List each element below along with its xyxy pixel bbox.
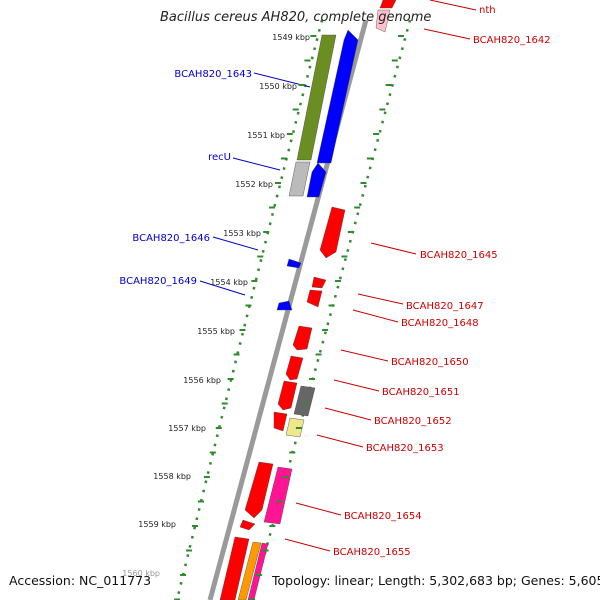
forward-genes	[276, 29, 359, 311]
connector-recU	[232, 157, 281, 171]
gene-blue-1649	[276, 300, 293, 311]
connector-nth	[429, 0, 477, 11]
tick-label: 1554 kbp	[210, 278, 248, 287]
gene-red-1648	[306, 289, 323, 308]
gene-label-recU[interactable]: recU	[208, 152, 231, 163]
gene-pink-top	[375, 9, 391, 33]
connector-bcah820-1645	[370, 242, 417, 255]
connector-bcah820-1648	[352, 309, 399, 323]
connector-bcah820-1647	[357, 293, 404, 305]
gene-grey-1651	[293, 385, 316, 417]
gene-label-bcah820-1653[interactable]: BCAH820_1653	[366, 443, 444, 454]
gene-magenta-1655	[247, 542, 269, 600]
gene-label-bcah820-1648[interactable]: BCAH820_1648	[401, 318, 479, 329]
topology-summary: Topology: linear; Length: 5,302,683 bp; …	[272, 573, 600, 588]
tick-label: 1549 kbp	[272, 33, 310, 42]
tick-label: 1555 kbp	[197, 327, 235, 336]
genome-title: Bacillus cereus AH820, complete genome	[160, 10, 432, 25]
gene-label-bcah820-1645[interactable]: BCAH820_1645	[420, 250, 498, 261]
gene-blue-long	[316, 29, 359, 164]
connector-bcah820-1652	[324, 407, 372, 421]
reverse-connectors	[284, 0, 477, 552]
forward-gene-labels: BCAH820_1643 recU BCAH820_1646 BCAH820_1…	[119, 69, 252, 287]
tick-label: 1556 kbp	[183, 376, 221, 385]
gene-red-1654	[244, 461, 274, 519]
gene-red-1652	[273, 411, 288, 432]
gene-magenta-1654	[263, 466, 293, 525]
gene-label-bcah820-1652[interactable]: BCAH820_1652	[374, 416, 452, 427]
connector-bcah820-1653	[316, 434, 364, 448]
gene-label-bcah820-1650[interactable]: BCAH820_1650	[391, 357, 469, 368]
gene-red-small-1654	[239, 519, 256, 531]
gene-red-1650	[292, 325, 313, 351]
gene-red-top	[379, 0, 397, 9]
tick-label: 1552 kbp	[235, 180, 273, 189]
tick-label: 1558 kbp	[153, 472, 191, 481]
gene-red-1645	[319, 206, 346, 259]
gene-label-bcah820-1646[interactable]: BCAH820_1646	[132, 233, 210, 244]
tick-label: 1550 kbp	[259, 82, 297, 91]
accession-text: Accession: NC_011773	[9, 573, 152, 588]
gene-label-bcah820-1651[interactable]: BCAH820_1651	[382, 387, 460, 398]
gene-olive-long	[296, 34, 337, 161]
connector-bcah820-1649	[199, 280, 246, 296]
gene-label-bcah820-1655[interactable]: BCAH820_1655	[333, 547, 411, 558]
tick-label: 1560 kbp	[122, 569, 160, 578]
connector-bcah820-1654	[295, 502, 342, 516]
tick-label: 1557 kbp	[168, 424, 206, 433]
gene-grey-recU	[288, 161, 311, 197]
gene-label-nth[interactable]: nth	[479, 5, 496, 16]
connector-bcah820-1650	[340, 349, 389, 362]
reverse-genes	[219, 0, 397, 600]
gene-orange-1655	[237, 541, 262, 600]
connector-bcah820-1646	[212, 236, 259, 251]
tick-label: 1551 kbp	[247, 131, 285, 140]
gene-blue-1646	[286, 258, 302, 269]
gene-red-1650b	[285, 355, 304, 381]
gene-label-bcah820-1654[interactable]: BCAH820_1654	[344, 511, 422, 522]
gene-label-bcah820-1642[interactable]: BCAH820_1642	[473, 35, 551, 46]
gene-label-bcah820-1647[interactable]: BCAH820_1647	[406, 301, 484, 312]
gene-blue-recU	[306, 162, 327, 198]
connector-bcah820-1642	[423, 28, 471, 40]
gene-red-1647	[311, 276, 327, 289]
gene-red-1651	[277, 380, 298, 411]
connector-bcah820-1655	[284, 538, 331, 552]
tick-label: 1559 kbp	[138, 520, 176, 529]
reverse-gene-labels: nth BCAH820_1642 BCAH820_1645 BCAH820_16…	[333, 5, 551, 558]
gene-label-bcah820-1649[interactable]: BCAH820_1649	[119, 276, 197, 287]
gene-red-1655	[219, 536, 250, 600]
scale-tick-labels: 1549 kbp 1550 kbp 1551 kbp 1552 kbp 1553…	[122, 33, 310, 578]
tick-label: 1553 kbp	[223, 229, 261, 238]
connector-bcah820-1651	[333, 379, 380, 392]
gene-label-bcah820-1643[interactable]: BCAH820_1643	[174, 69, 252, 80]
gene-yellow-1653	[285, 417, 305, 438]
